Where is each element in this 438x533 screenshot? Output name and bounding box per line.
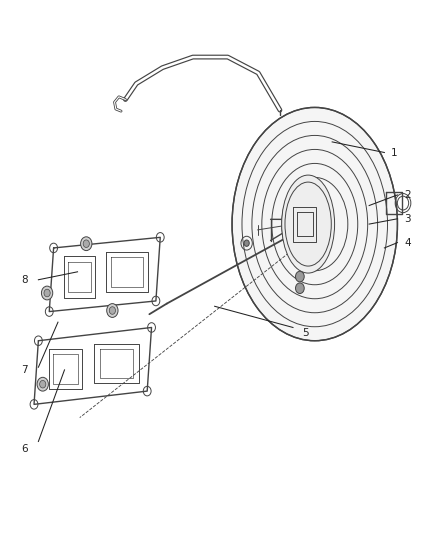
Ellipse shape xyxy=(296,283,304,294)
Ellipse shape xyxy=(107,304,118,317)
Text: 7: 7 xyxy=(21,365,28,375)
Ellipse shape xyxy=(83,240,89,247)
Ellipse shape xyxy=(296,271,304,282)
Text: 4: 4 xyxy=(404,238,410,248)
Ellipse shape xyxy=(109,306,116,314)
Text: 1: 1 xyxy=(391,148,398,158)
Ellipse shape xyxy=(44,289,50,297)
Ellipse shape xyxy=(244,240,249,246)
Text: 6: 6 xyxy=(21,445,28,455)
Ellipse shape xyxy=(42,286,53,300)
Ellipse shape xyxy=(81,237,92,251)
Text: 8: 8 xyxy=(21,274,28,285)
Text: 3: 3 xyxy=(404,214,410,224)
Text: 5: 5 xyxy=(302,328,308,338)
Text: 2: 2 xyxy=(404,190,410,200)
Ellipse shape xyxy=(39,381,46,388)
Ellipse shape xyxy=(37,377,48,391)
Ellipse shape xyxy=(282,175,335,273)
Ellipse shape xyxy=(232,108,397,341)
